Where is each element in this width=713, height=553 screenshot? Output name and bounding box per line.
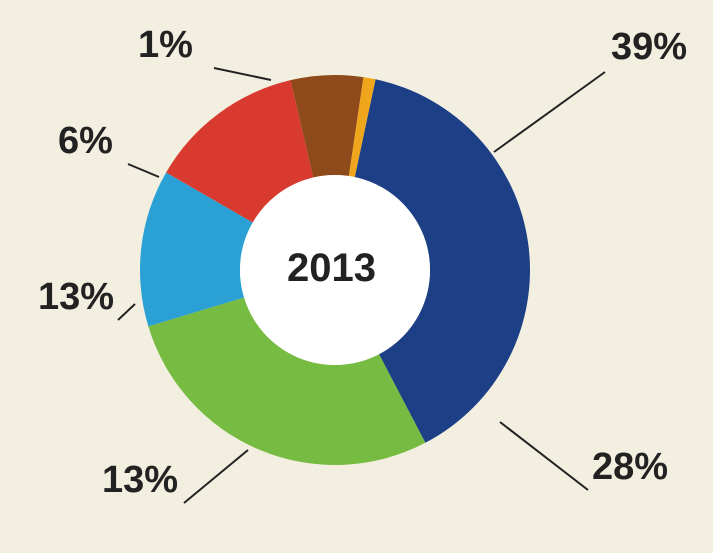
leader-line [184, 450, 248, 503]
leader-line [128, 164, 159, 177]
leader-line [118, 304, 135, 320]
leader-line [500, 422, 588, 490]
slice-percent-label: 6% [58, 120, 113, 163]
leader-line [494, 72, 605, 152]
slice-percent-label: 13% [102, 459, 178, 502]
slice-percent-label: 1% [138, 24, 193, 67]
slice-percent-label: 13% [38, 276, 114, 319]
slice-percent-label: 39% [611, 26, 687, 69]
leader-line [214, 68, 271, 80]
chart-center-label: 2013 [287, 246, 376, 291]
slice-percent-label: 28% [592, 446, 668, 489]
donut-chart: 2013 39% 28% 13% 13% 6% 1% [0, 0, 713, 553]
